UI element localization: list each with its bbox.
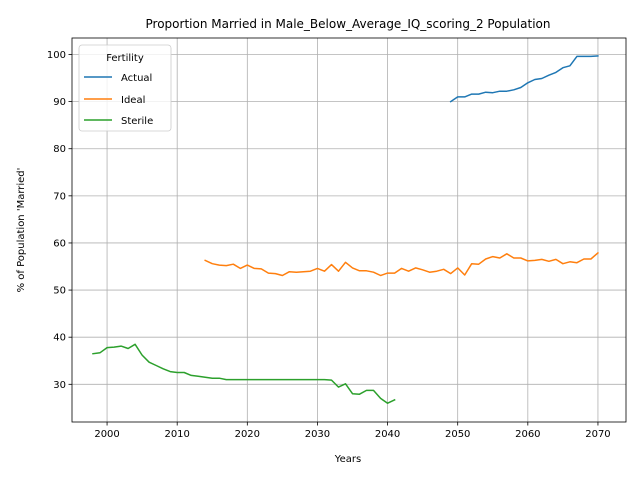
- y-tick-label: 90: [53, 97, 66, 108]
- y-tick-label: 30: [53, 380, 66, 391]
- x-tick-label: 2000: [94, 429, 119, 440]
- series-line-ideal: [204, 251, 599, 277]
- legend-label-ideal: Ideal: [121, 95, 145, 106]
- legend-title: Fertility: [106, 53, 144, 64]
- y-tick-label: 40: [53, 333, 66, 344]
- x-tick-label: 2070: [585, 429, 610, 440]
- series-lines: [92, 55, 599, 404]
- y-tick-label: 80: [53, 144, 66, 155]
- x-tick-label: 2050: [445, 429, 470, 440]
- series-line-sterile: [92, 343, 396, 404]
- y-tick-label: 100: [47, 50, 66, 61]
- x-tick-label: 2040: [375, 429, 400, 440]
- x-axis-ticks: 2000 2010 2020 2030 2040 2050 2060 2070: [94, 422, 611, 440]
- y-axis-ticks: 30 40 50 60 70 80 90 100: [47, 50, 72, 391]
- legend-label-sterile: Sterile: [121, 116, 153, 127]
- series-line-actual: [449, 55, 599, 103]
- x-tick-label: 2060: [515, 429, 540, 440]
- y-tick-label: 50: [53, 286, 66, 297]
- chart-title: Proportion Married in Male_Below_Average…: [146, 17, 551, 31]
- y-axis-label: % of Population 'Married': [16, 168, 27, 293]
- x-tick-label: 2030: [305, 429, 330, 440]
- legend-box: [78, 44, 172, 132]
- x-tick-label: 2010: [164, 429, 189, 440]
- x-tick-label: 2020: [235, 429, 260, 440]
- legend-label-actual: Actual: [121, 73, 152, 84]
- x-axis-label: Years: [334, 454, 361, 465]
- y-tick-label: 60: [53, 238, 66, 249]
- gridlines: [72, 38, 626, 422]
- legend: Fertility Actual Ideal Sterile: [78, 44, 172, 132]
- plot-frame: [71, 37, 627, 423]
- y-tick-label: 70: [53, 191, 66, 202]
